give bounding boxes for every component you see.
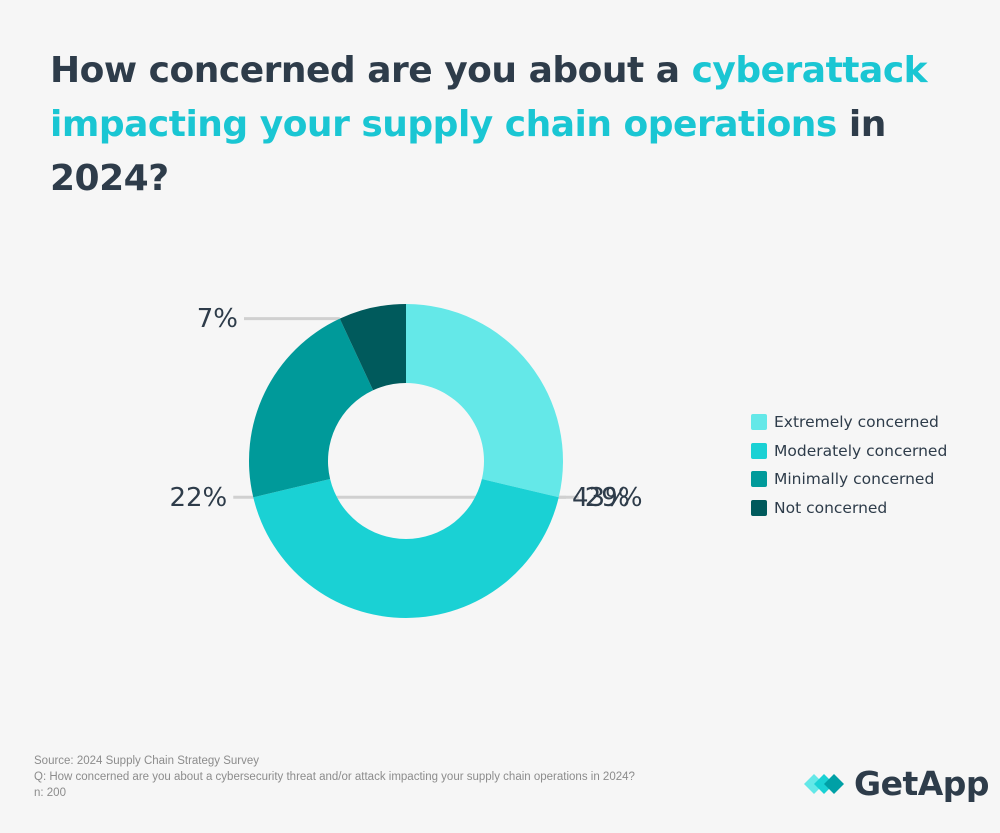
slice-minimally-concerned [249,318,374,498]
legend-item-not-concerned: Not concerned [751,494,947,523]
brand-name: GetApp [854,764,990,803]
getapp-brand: GetApp [802,764,990,803]
legend-item-extremely-concerned: Extremely concerned [751,408,947,437]
legend-label: Extremely concerned [774,413,939,432]
source-note: Source: 2024 Supply Chain Strategy Surve… [34,755,260,767]
title-part-1: How concerned are you about a [50,50,692,91]
chart-title: How concerned are you about a cyberattac… [50,44,950,206]
legend-swatch [751,499,767,516]
slice-extremely-concerned [406,304,564,498]
legend-item-moderately-concerned: Moderately concerned [751,437,947,466]
title-highlight: cyberattack impacting your supply chain … [50,50,928,145]
data-label-minimally-concerned: 22% [169,483,227,513]
slice-not-concerned [339,304,406,391]
title-part-2: in 2024? [50,104,886,199]
data-label-extremely-concerned: 29% [585,483,643,513]
legend-item-minimally-concerned: Minimally concerned [751,465,947,494]
legend-swatch [751,414,767,431]
sample-size-note: n: 200 [34,787,66,799]
legend-label: Minimally concerned [774,470,935,489]
donut-chart: 29%43% 22% 7% [169,304,643,619]
data-label-not-concerned: 7% [197,304,238,334]
legend-label: Not concerned [774,498,888,517]
slice-moderately-concerned [253,479,559,619]
data-label-moderately-concerned: 43% [572,483,630,513]
legend-swatch [751,471,767,488]
getapp-logo-icon [804,773,844,794]
footer-notes: Source: 2024 Supply Chain Strategy Surve… [34,753,635,801]
question-note: Q: How concerned are you about a cyberse… [34,771,635,783]
legend-label: Moderately concerned [774,441,948,460]
legend-swatch [751,442,767,459]
chart-legend: Extremely concerned Moderately concerned M… [751,408,947,522]
